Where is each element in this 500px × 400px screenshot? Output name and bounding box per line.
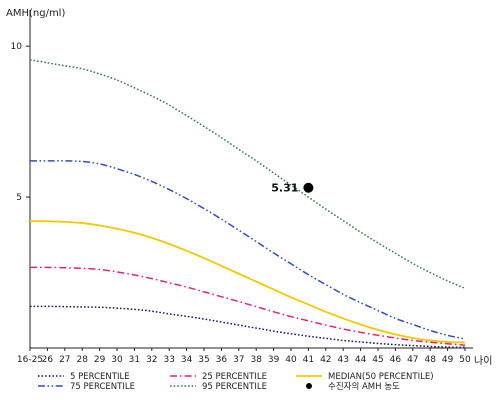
x-tick-label: 16-25 xyxy=(17,355,43,365)
series-line-95-percentile xyxy=(29,59,466,289)
x-tick-label: 48 xyxy=(424,355,436,365)
x-tick-label: 32 xyxy=(146,355,157,365)
points-group: 5.31 xyxy=(271,182,314,195)
x-tick-label: 41 xyxy=(303,355,314,365)
y-tick-label: 10 xyxy=(11,42,23,52)
x-tick-label: 31 xyxy=(129,355,140,365)
legend-label: 5 PERCENTILE xyxy=(70,372,130,382)
series-line-75-percentile xyxy=(30,160,466,340)
legend-label: 75 PERCENTILE xyxy=(70,382,135,392)
series-line-median-50-percentile xyxy=(29,220,466,344)
x-tick-label: 39 xyxy=(268,355,280,365)
series-line-25-percentile xyxy=(29,266,466,347)
x-tick-label: 29 xyxy=(94,355,106,365)
x-tick-label: 33 xyxy=(163,355,174,365)
x-axis-title: 나이 xyxy=(474,355,492,367)
x-tick-label: 38 xyxy=(250,355,262,365)
legend-label: 수진자의 AMH 농도 xyxy=(328,381,400,392)
x-tick-label: 26 xyxy=(42,355,54,365)
x-tick-label: 46 xyxy=(390,355,402,365)
x-tick-label: 40 xyxy=(285,355,297,365)
x-tick-label: 35 xyxy=(198,355,209,365)
x-tick-label: 43 xyxy=(337,355,348,365)
x-tick-label: 49 xyxy=(442,355,454,365)
series-line-5-percentile xyxy=(29,305,466,349)
y-axis-title: AMH(ng/ml) xyxy=(6,8,65,19)
legend-label: 95 PERCENTILE xyxy=(202,382,267,392)
x-tick-label: 34 xyxy=(181,355,193,365)
legend: 5 PERCENTILE 25 PERCENTILE MEDIAN(50 PERCE… xyxy=(38,372,434,392)
x-tick-label: 42 xyxy=(320,355,331,365)
x-tick-label: 50 xyxy=(459,355,471,365)
x-tick-label: 27 xyxy=(59,355,70,365)
patient-amh-value-label: 5.31 xyxy=(271,182,298,195)
legend-marker xyxy=(306,383,312,389)
x-tick-label: 28 xyxy=(76,355,88,365)
x-tick-label: 44 xyxy=(355,355,367,365)
x-tick-label: 37 xyxy=(233,355,244,365)
x-tick-label: 30 xyxy=(111,355,123,365)
y-tick-label: 5 xyxy=(16,193,22,203)
legend-label: 25 PERCENTILE xyxy=(202,372,267,382)
patient-amh-point xyxy=(303,182,314,193)
legend-label: MEDIAN(50 PERCENTILE) xyxy=(328,372,434,382)
x-tick-label: 47 xyxy=(407,355,418,365)
series-group xyxy=(29,59,466,349)
x-tick-label: 45 xyxy=(372,355,383,365)
x-tick-label: 36 xyxy=(216,355,228,365)
